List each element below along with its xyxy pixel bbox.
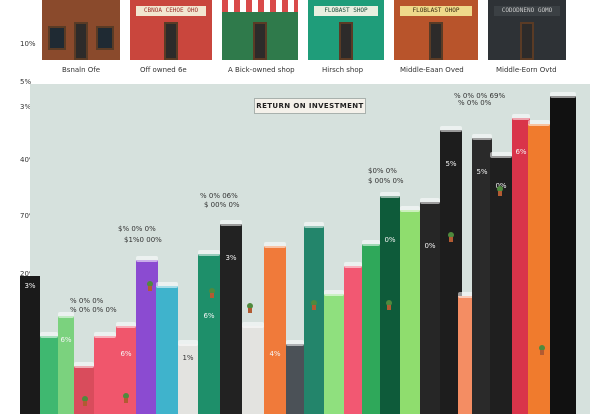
caption-5: Middle-Eaan Oved <box>400 66 464 74</box>
bar-25: 6% <box>512 114 530 414</box>
y-axis-label: 40% <box>20 156 36 164</box>
storefront-6: CODODNENO GOMO <box>488 0 566 60</box>
storefront-door <box>164 22 178 60</box>
annotation: $0% 0% <box>368 167 397 175</box>
bar-14 <box>304 222 324 414</box>
storefront-door <box>520 22 534 60</box>
annotation: % 0% 0% <box>458 99 492 107</box>
storefront-window <box>96 26 114 50</box>
bar-10: 3% <box>220 220 242 414</box>
plant-icon <box>495 186 505 196</box>
bar-26 <box>528 120 550 414</box>
bar-20: 0% <box>420 198 440 414</box>
storefront-2: CBNOA CEHOE OHO <box>130 0 212 60</box>
storefront-awning <box>222 0 298 12</box>
plant-icon <box>446 232 456 242</box>
annotation: % 0% 0% <box>70 297 104 305</box>
storefront-window <box>48 26 66 50</box>
caption-6: Middle-Eorn Ovtd <box>496 66 557 74</box>
plant-icon <box>121 393 131 403</box>
bar-2: 6% <box>58 312 74 414</box>
bar-9: 6% <box>198 250 220 414</box>
y-axis-label: 5% <box>20 78 32 86</box>
y-axis-label: 10% <box>20 40 36 48</box>
storefront-4: FLOBAST SHOP <box>308 0 384 60</box>
storefront-strip: CBNOA CEHOE OHO FLOBAST SHOP FLOBLAST OH… <box>0 0 600 78</box>
caption-1: Bsnaln Ofe <box>62 66 101 74</box>
annotation: % 0% 06% <box>200 192 238 200</box>
annotation: % 0% 0% 69% <box>454 92 506 100</box>
plant-icon <box>384 300 394 310</box>
storefront-sign: FLOBAST SHOP <box>314 6 378 16</box>
bar-1 <box>40 332 58 414</box>
annotation: $ 00% 0% <box>204 201 240 209</box>
storefront-3 <box>222 0 298 60</box>
bar-17 <box>362 240 380 414</box>
annotation: $% 0% 0% <box>118 225 156 233</box>
bar-12: 4% <box>264 242 286 414</box>
bar-21: 5% <box>440 126 462 414</box>
storefront-door <box>74 22 88 60</box>
y-axis-label: 70% <box>20 212 36 220</box>
bar-23: 5% <box>472 134 492 414</box>
bar-7 <box>156 282 178 414</box>
storefront-door <box>253 22 267 60</box>
storefront-sign: FLOBLAST OHOP <box>400 6 472 16</box>
plant-icon <box>207 288 217 298</box>
plant-icon <box>537 345 547 355</box>
caption-3: A Bick-owned shop <box>228 66 295 74</box>
plant-icon <box>145 281 155 291</box>
caption-2: Off owned 6e <box>140 66 187 74</box>
y-axis-label: 20% <box>20 270 36 278</box>
caption-4: Hirsch shop <box>322 66 364 74</box>
annotation: $1%0 00% <box>124 236 162 244</box>
bar-22 <box>458 292 474 414</box>
plant-icon <box>309 300 319 310</box>
bar-19 <box>400 206 420 414</box>
bar-5: 6% <box>116 322 136 414</box>
bar-11 <box>242 322 264 414</box>
storefront-1 <box>42 0 120 60</box>
storefront-sign: CBNOA CEHOE OHO <box>136 6 206 16</box>
storefront-door <box>339 22 353 60</box>
storefront-sign: CODODNENO GOMO <box>494 6 560 16</box>
bar-4 <box>94 332 116 414</box>
storefront-5: FLOBLAST OHOP <box>394 0 478 60</box>
bar-3 <box>74 362 94 414</box>
bar-8: 1% <box>178 340 198 414</box>
chart-title-plate: RETURN ON INVESTMENT <box>254 98 366 114</box>
bar-6 <box>136 256 158 414</box>
annotation: $ 00% 0% <box>368 177 404 185</box>
plant-icon <box>245 303 255 313</box>
bar-27 <box>550 92 576 414</box>
bar-13 <box>286 340 304 414</box>
storefront-door <box>429 22 443 60</box>
y-axis-label: 3% <box>20 103 32 111</box>
bar-0: 3% <box>20 276 40 414</box>
bar-15 <box>324 290 344 414</box>
plant-icon <box>80 396 90 406</box>
bar-16 <box>344 262 362 414</box>
annotation: % 0% 0% 0% <box>70 306 117 314</box>
